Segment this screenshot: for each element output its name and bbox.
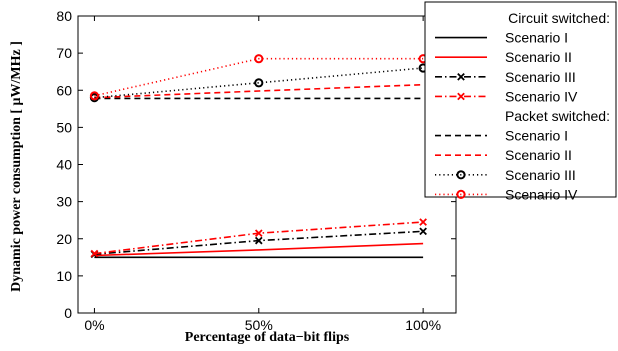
legend-label: Scenario I [505, 30, 568, 46]
axes: 0 10 20 30 40 50 60 70 80 0% 50% 100% [56, 8, 457, 333]
series-line-7 [94, 57, 424, 97]
legend: Circuit switched: Scenario I Scenario II Sc… [424, 1, 617, 202]
y-tick-label: 60 [56, 82, 72, 98]
x-tick-label: 100% [405, 317, 441, 333]
data-point [89, 91, 100, 101]
plot-frame [77, 15, 457, 314]
legend-group-title: Circuit switched: [508, 10, 610, 26]
data-point [254, 229, 263, 238]
data-point [419, 227, 427, 236]
legend-label: Scenario III [505, 167, 576, 183]
x-axis-label: Percentage of data−bit flips [185, 330, 350, 345]
legend-marker [456, 189, 466, 199]
series-line-6 [94, 67, 424, 99]
y-tick-label: 50 [56, 119, 72, 135]
x-tick-label: 50% [245, 317, 273, 333]
legend-marker [457, 92, 465, 101]
y-tick-label: 20 [56, 231, 72, 247]
series-line-3 [94, 221, 424, 255]
series-line-1 [94, 242, 424, 257]
legend-marker [456, 170, 466, 180]
plot-area [89, 54, 428, 259]
y-tick-label: 0 [64, 305, 72, 321]
legend-marker [457, 72, 465, 81]
y-tick-label: 10 [56, 268, 72, 284]
data-point [254, 78, 264, 88]
x-tick-label: 0% [84, 317, 104, 333]
data-point [419, 218, 427, 226]
y-tick-label: 30 [56, 194, 72, 210]
series-line-5 [94, 83, 424, 99]
legend-label: Scenario II [505, 49, 572, 65]
legend-label: Scenario II [505, 147, 572, 163]
legend-label: Scenario IV [505, 186, 578, 202]
legend-label: Scenario I [505, 128, 568, 144]
legend-group-title: Packet switched: [505, 108, 610, 124]
series-line-2 [94, 230, 424, 256]
y-tick-label: 40 [56, 157, 72, 173]
y-axis-label: Dynamic power consumption [ μW/MHz ] [9, 41, 24, 292]
data-point [254, 54, 264, 64]
legend-box [424, 1, 617, 198]
y-tick-label: 80 [56, 8, 72, 24]
data-point [254, 236, 263, 245]
legend-label: Scenario IV [505, 88, 578, 104]
legend-label: Scenario III [505, 69, 576, 85]
data-point [90, 249, 99, 258]
y-tick-label: 70 [56, 45, 72, 61]
